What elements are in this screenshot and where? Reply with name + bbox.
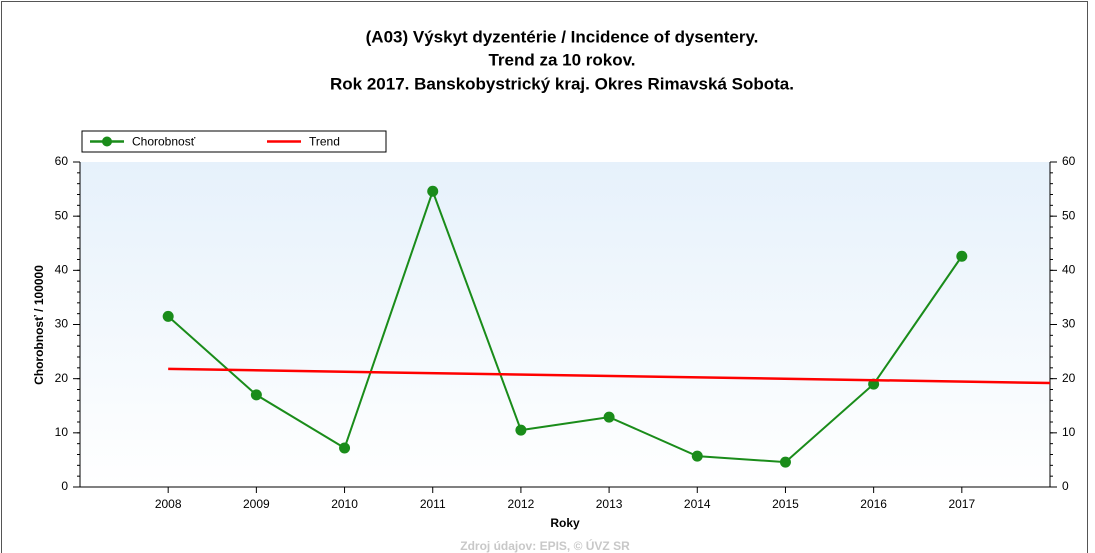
point [162, 310, 174, 322]
x-tick-label: 2013 [596, 497, 623, 511]
source-note: Zdroj údajov: EPIS, © ÚVZ SR [460, 538, 630, 553]
x-tick-label: 2009 [243, 497, 270, 511]
x-tick-label: 2016 [860, 497, 887, 511]
chart-title: Rok 2017. Banskobystrický kraj. Okres Ri… [330, 74, 794, 93]
y2-tick-label: 50 [1062, 208, 1076, 222]
x-axis-label: Roky [550, 516, 580, 530]
y2-tick-label: 20 [1062, 371, 1076, 385]
plot-area [80, 162, 1050, 487]
y-tick-label: 20 [55, 371, 69, 385]
legend-label: Chorobnosť [132, 135, 196, 149]
y-tick-label: 10 [55, 425, 69, 439]
x-tick-label: 2010 [331, 497, 358, 511]
point [339, 442, 351, 454]
y-tick-label: 50 [55, 208, 69, 222]
y2-tick-label: 60 [1062, 154, 1076, 168]
x-tick-label: 2015 [772, 497, 799, 511]
chart-title: (A03) Výskyt dyzentérie / Incidence of d… [366, 27, 759, 46]
point [427, 185, 439, 197]
y-tick-label: 60 [55, 154, 69, 168]
y-axis-label: Chorobnosť / 100000 [32, 265, 46, 385]
chart-title: Trend za 10 rokov. [488, 50, 635, 69]
y-tick-label: 0 [61, 479, 68, 493]
y2-tick-label: 40 [1062, 263, 1076, 277]
y2-tick-label: 0 [1062, 479, 1069, 493]
x-tick-label: 2017 [948, 497, 975, 511]
y2-tick-label: 30 [1062, 317, 1076, 331]
x-tick-label: 2012 [508, 497, 535, 511]
x-tick-label: 2014 [684, 497, 711, 511]
legend-box [81, 130, 387, 153]
point [956, 250, 968, 262]
point [691, 450, 703, 462]
point [779, 456, 791, 468]
series-line [167, 188, 963, 464]
y-tick-label: 30 [55, 317, 69, 331]
legend-marker [102, 136, 112, 147]
point [250, 389, 262, 401]
x-tick-label: 2011 [420, 497, 446, 511]
x-tick-label: 2008 [155, 497, 182, 511]
legend-label: Trend [309, 135, 340, 149]
y2-tick-label: 10 [1062, 425, 1076, 439]
point [603, 411, 615, 423]
y-tick-label: 40 [55, 263, 69, 277]
series-line [168, 367, 1051, 385]
point [515, 424, 527, 436]
